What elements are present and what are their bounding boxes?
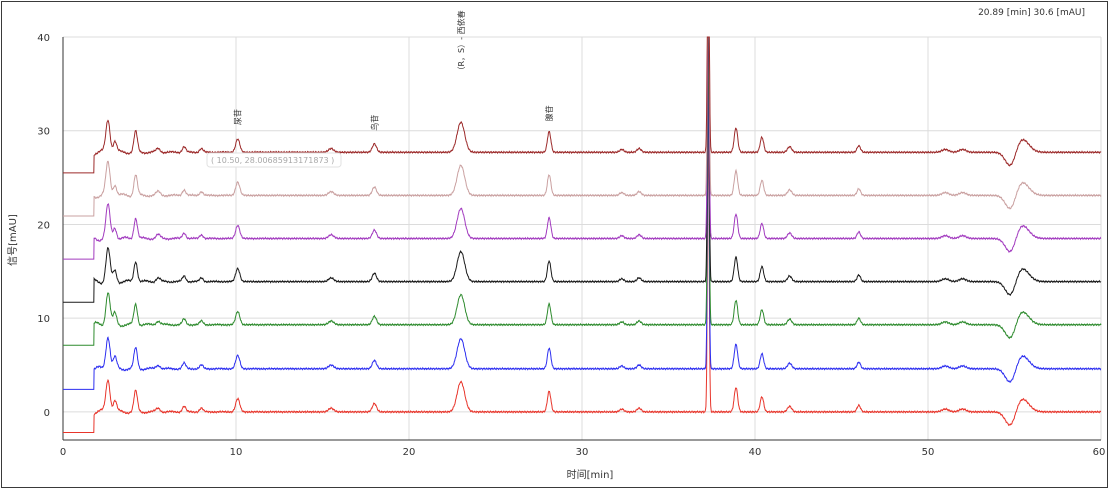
series-trace-4: [63, 36, 1102, 260]
x-tick-label-0: 0: [60, 447, 66, 458]
series-trace-0: [63, 130, 1101, 433]
x-tick-label-5: 50: [922, 447, 935, 458]
y-axis-title: 信号[mAU]: [7, 214, 19, 266]
x-tick-label-4: 40: [749, 447, 762, 458]
tooltip-label: ( 10.50, 28.00685913171873 ): [211, 156, 334, 165]
y-tick-label-1: 10: [37, 314, 50, 325]
peak-annotation-2: （R，S）- 西依春: [456, 10, 466, 74]
series-group: [63, 36, 1102, 433]
series-trace-2: [63, 42, 1102, 346]
series-trace-5: [63, 36, 1102, 217]
y-tick-label-4: 40: [37, 33, 50, 44]
x-tick-label-6: 60: [1093, 447, 1106, 458]
cursor-tooltip: ( 10.50, 28.00685913171873 ): [206, 152, 342, 168]
tick-labels: 0 10 20 30 40 50 60 0 10 20 30 40: [37, 33, 1105, 458]
y-tick-label-0: 0: [44, 408, 50, 419]
series-trace-6: [63, 36, 1102, 174]
x-axis-title: 时间[min]: [567, 468, 614, 481]
x-tick-label-1: 10: [230, 447, 243, 458]
x-tick-label-2: 20: [403, 447, 416, 458]
x-tick-label-3: 30: [576, 447, 589, 458]
series-trace-1: [63, 87, 1102, 390]
cursor-readout: 20.89 [min] 30.6 [mAU]: [978, 8, 1085, 18]
peak-annotation-3: 腺苷: [544, 105, 554, 121]
peak-annotation-1: 鸟苷: [369, 115, 379, 131]
y-tick-label-3: 30: [37, 127, 50, 138]
y-tick-label-2: 20: [37, 220, 50, 231]
series-trace-3: [63, 36, 1102, 303]
peak-annotation-0: 尿苷: [233, 109, 243, 125]
